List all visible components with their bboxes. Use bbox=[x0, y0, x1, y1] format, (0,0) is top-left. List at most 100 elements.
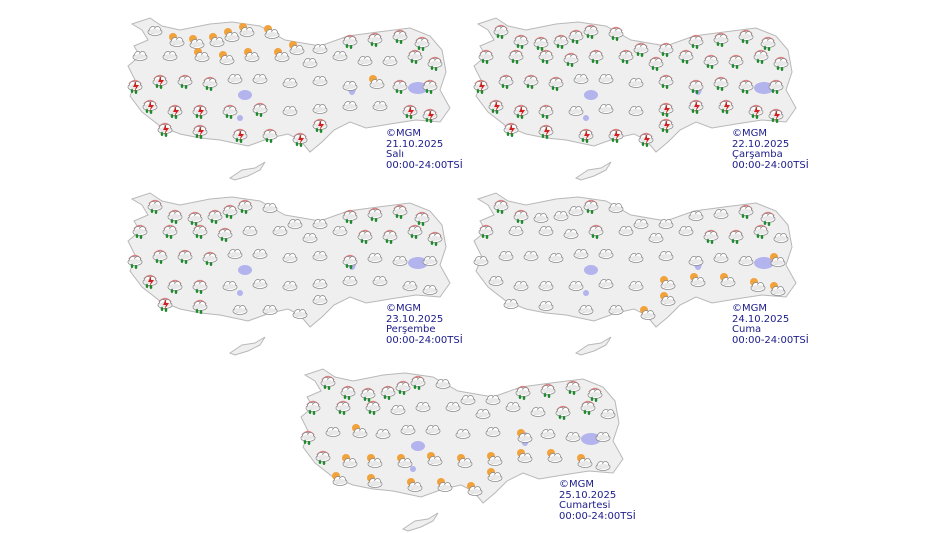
cloudy-icon bbox=[282, 78, 298, 88]
rain-icon bbox=[513, 34, 529, 49]
cloudy-icon bbox=[232, 305, 248, 315]
lake bbox=[411, 441, 425, 451]
turkey-map bbox=[473, 192, 797, 356]
cloudy-icon bbox=[540, 429, 556, 439]
rain-icon bbox=[618, 49, 634, 64]
lake bbox=[583, 290, 589, 296]
thunderstorm-icon bbox=[538, 124, 554, 139]
rain-icon bbox=[414, 211, 430, 226]
rain-icon bbox=[365, 400, 381, 415]
cloudy-icon bbox=[565, 432, 581, 442]
partly-sunny-icon bbox=[224, 28, 240, 42]
cloudy-icon bbox=[292, 309, 308, 319]
cloudy-icon bbox=[357, 56, 373, 66]
rain-icon bbox=[508, 49, 524, 64]
lake bbox=[408, 257, 428, 269]
rain-icon bbox=[222, 204, 238, 219]
partly-sunny-icon bbox=[770, 253, 786, 267]
rain-icon bbox=[568, 29, 584, 44]
cloudy-icon bbox=[302, 58, 318, 68]
rain-icon bbox=[427, 56, 443, 71]
cloudy-icon bbox=[252, 279, 268, 289]
thunderstorm-icon bbox=[513, 104, 529, 119]
rain-icon bbox=[773, 56, 789, 71]
map-caption: ©MGM 25.10.2025 Cumartesi 00:00-24:00TSİ bbox=[559, 479, 636, 522]
thunderstorm-icon bbox=[157, 122, 173, 137]
rain-icon bbox=[422, 79, 438, 94]
cloudy-icon bbox=[530, 407, 546, 417]
cloudy-icon bbox=[372, 276, 388, 286]
rain-icon bbox=[262, 128, 278, 143]
map-caption: ©MGM 24.10.2025 Cuma 00:00-24:00TSİ bbox=[732, 303, 809, 346]
partly-sunny-icon bbox=[640, 306, 656, 320]
copyright: ©MGM bbox=[386, 303, 422, 314]
rain-icon bbox=[713, 76, 729, 91]
cloudy-icon bbox=[312, 104, 328, 114]
cloudy-icon bbox=[568, 106, 584, 116]
rain-icon bbox=[357, 229, 373, 244]
rain-icon bbox=[540, 383, 556, 398]
copyright: ©MGM bbox=[559, 479, 595, 490]
cloudy-icon bbox=[533, 213, 549, 223]
cloudy-icon bbox=[262, 305, 278, 315]
cloudy-icon bbox=[445, 402, 461, 412]
cloudy-icon bbox=[425, 425, 441, 435]
rain-icon bbox=[703, 229, 719, 244]
partly-sunny-icon bbox=[660, 292, 676, 306]
lake bbox=[583, 115, 589, 121]
thunderstorm-icon bbox=[312, 118, 328, 133]
rain-icon bbox=[678, 49, 694, 64]
cloudy-icon bbox=[485, 395, 501, 405]
partly-sunny-icon bbox=[342, 454, 358, 468]
cloudy-icon bbox=[505, 402, 521, 412]
thunderstorm-icon bbox=[402, 104, 418, 119]
cloudy-icon bbox=[132, 51, 148, 61]
rain-icon bbox=[583, 199, 599, 214]
thunderstorm-icon bbox=[157, 297, 173, 312]
cloudy-icon bbox=[633, 219, 649, 229]
rain-icon bbox=[367, 32, 383, 47]
date: 25.10.2025 bbox=[559, 489, 617, 501]
partly-sunny-icon bbox=[369, 75, 385, 89]
partly-sunny-icon bbox=[289, 41, 305, 55]
partly-sunny-icon bbox=[690, 273, 706, 287]
partly-sunny-icon bbox=[487, 452, 503, 466]
cloudy-icon bbox=[573, 249, 589, 259]
thunderstorm-icon bbox=[658, 118, 674, 133]
cloudy-icon bbox=[455, 429, 471, 439]
rain-icon bbox=[738, 29, 754, 44]
rain-icon bbox=[320, 375, 336, 390]
cloudy-icon bbox=[475, 409, 491, 419]
cloudy-icon bbox=[390, 405, 406, 415]
cloudy-icon bbox=[508, 226, 524, 236]
turkey-map bbox=[127, 192, 451, 356]
rain-icon bbox=[392, 29, 408, 44]
weekday: Cuma bbox=[732, 324, 762, 335]
cloudy-icon bbox=[332, 226, 348, 236]
rain-icon bbox=[177, 74, 193, 89]
cyprus-landmass bbox=[574, 336, 612, 356]
thunderstorm-icon bbox=[292, 132, 308, 147]
rain-icon bbox=[580, 400, 596, 415]
rain-icon bbox=[217, 227, 233, 242]
cloudy-icon bbox=[282, 253, 298, 263]
rain-icon bbox=[202, 251, 218, 266]
rain-icon bbox=[728, 229, 744, 244]
thunderstorm-icon bbox=[718, 99, 734, 114]
rain-icon bbox=[478, 224, 494, 239]
lake bbox=[237, 115, 243, 121]
map-caption: ©MGM 21.10.2025 Salı 00:00-24:00TSİ bbox=[386, 128, 463, 171]
lake bbox=[584, 90, 598, 100]
partly-sunny-icon bbox=[332, 472, 348, 486]
partly-sunny-icon bbox=[517, 429, 533, 443]
cloudy-icon bbox=[367, 253, 383, 263]
copyright: ©MGM bbox=[732, 128, 768, 139]
date: 24.10.2025 bbox=[732, 313, 790, 325]
cloudy-icon bbox=[773, 233, 789, 243]
rain-icon bbox=[515, 385, 531, 400]
rain-icon bbox=[738, 204, 754, 219]
rain-icon bbox=[192, 279, 208, 294]
cloudy-icon bbox=[422, 256, 438, 266]
cloudy-icon bbox=[713, 209, 729, 219]
thunderstorm-icon bbox=[503, 122, 519, 137]
